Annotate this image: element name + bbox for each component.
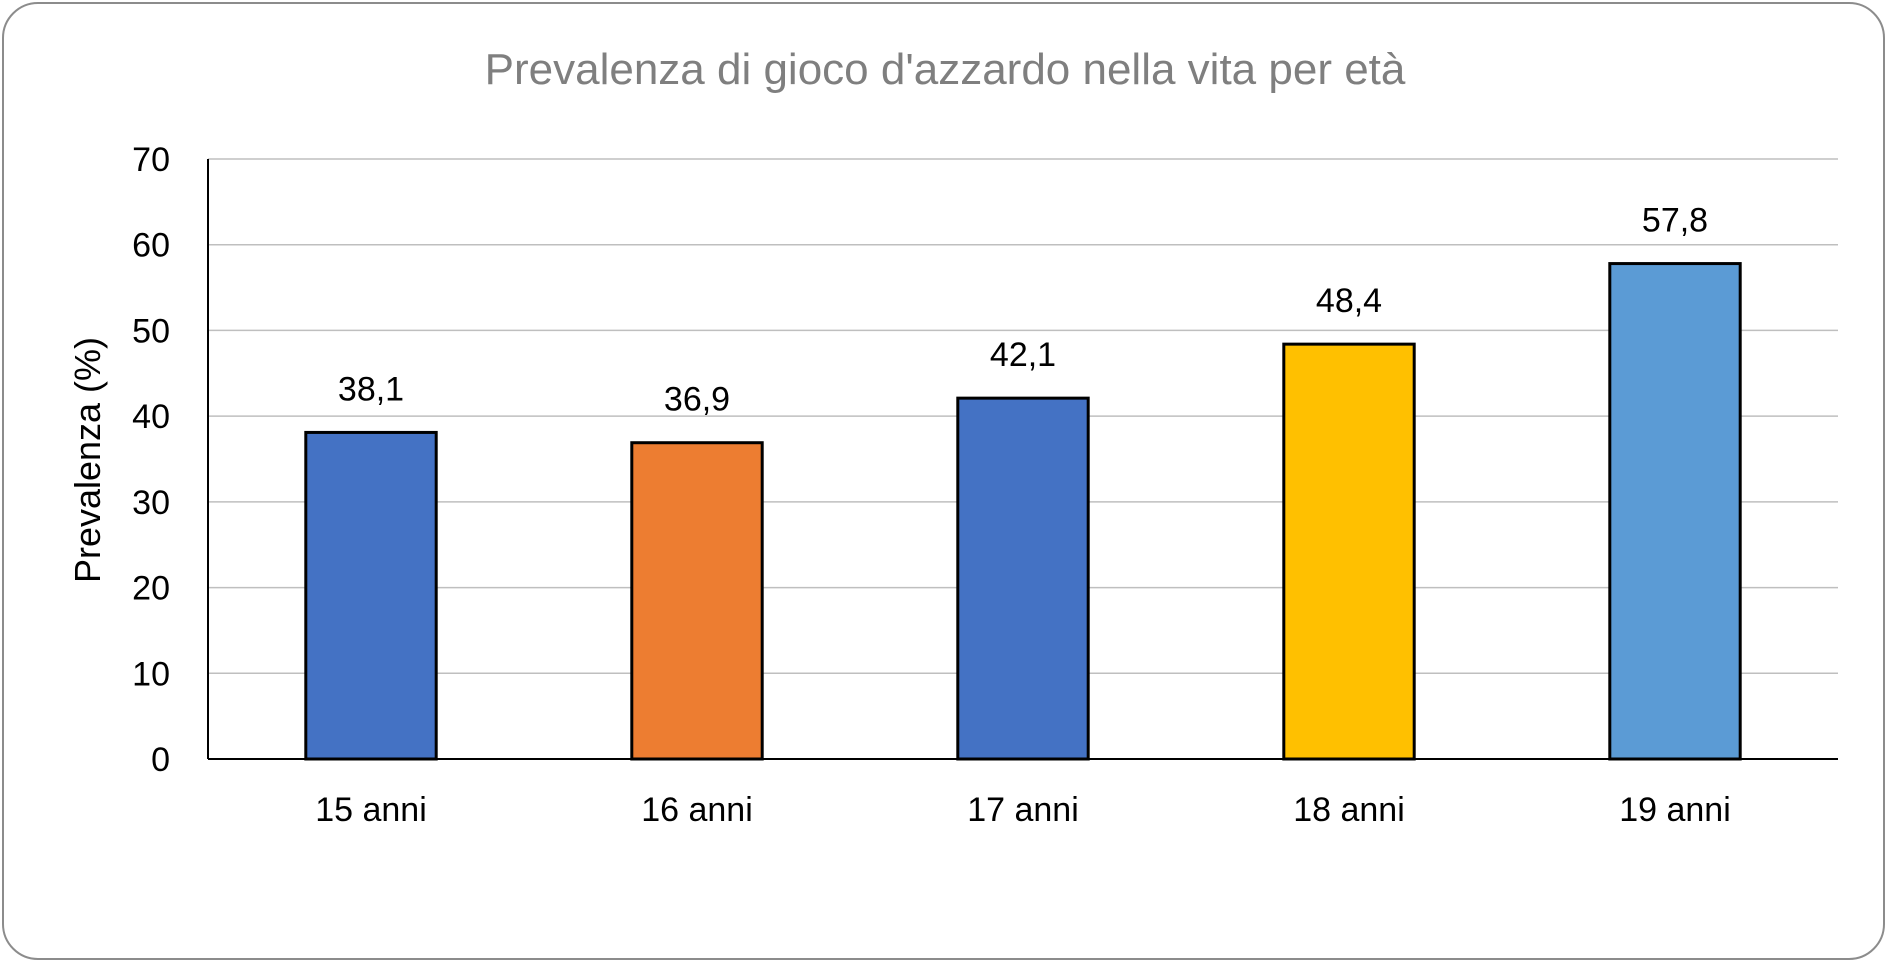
x-tick-label: 16 anni bbox=[641, 791, 753, 829]
data-label: 38,1 bbox=[338, 370, 404, 408]
bar bbox=[630, 441, 764, 761]
y-tick-label: 70 bbox=[132, 141, 170, 179]
y-tick-label: 30 bbox=[132, 484, 170, 522]
bar bbox=[304, 430, 438, 761]
bars bbox=[304, 262, 1742, 761]
y-tick-label: 20 bbox=[132, 570, 170, 608]
data-label: 57,8 bbox=[1642, 202, 1708, 240]
x-tick-label: 19 anni bbox=[1619, 791, 1731, 829]
x-tick-label: 17 anni bbox=[967, 791, 1079, 829]
chart-title: Prevalenza di gioco d'azzardo nella vita… bbox=[485, 45, 1406, 94]
y-tick-label: 0 bbox=[151, 741, 170, 779]
y-axis-label: Prevalenza (%) bbox=[67, 337, 108, 583]
gridlines bbox=[208, 158, 1838, 675]
bar bbox=[956, 396, 1090, 761]
data-label: 36,9 bbox=[664, 381, 730, 419]
x-axis-ticks: 15 anni 16 anni 17 anni 18 anni 19 anni bbox=[315, 791, 1731, 829]
data-label: 48,4 bbox=[1316, 282, 1382, 320]
bar bbox=[1608, 262, 1742, 761]
x-tick-label: 18 anni bbox=[1293, 791, 1405, 829]
bar bbox=[1282, 342, 1416, 761]
data-label: 42,1 bbox=[990, 336, 1056, 374]
y-tick-label: 60 bbox=[132, 227, 170, 265]
x-tick-label: 15 anni bbox=[315, 791, 427, 829]
y-axis-ticks: 0 10 20 30 40 50 60 70 bbox=[132, 141, 170, 779]
y-tick-label: 50 bbox=[132, 312, 170, 350]
data-labels: 38,1 36,9 42,1 48,4 57,8 bbox=[338, 202, 1708, 419]
y-tick-label: 10 bbox=[132, 655, 170, 693]
y-tick-label: 40 bbox=[132, 398, 170, 436]
